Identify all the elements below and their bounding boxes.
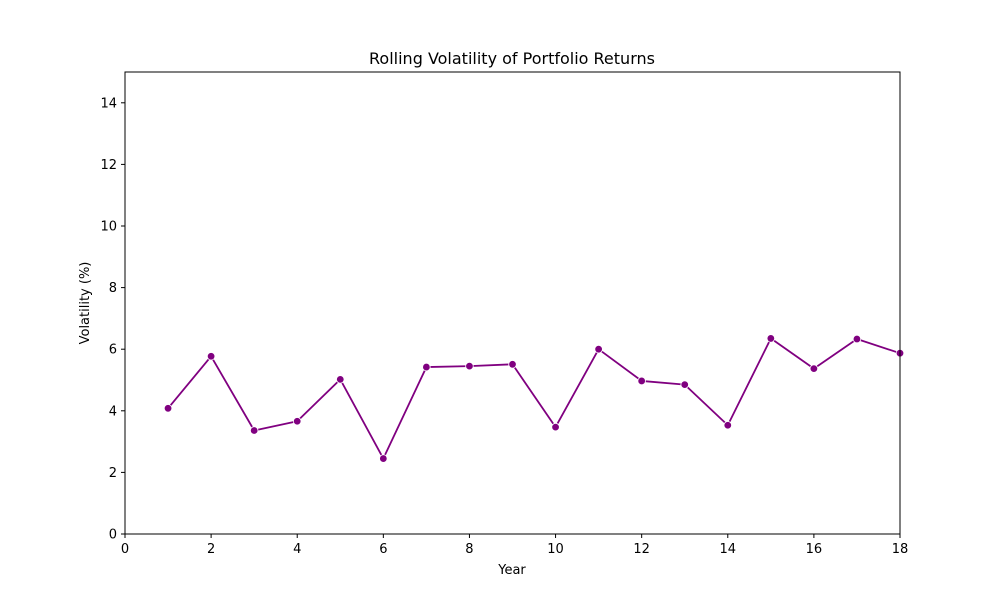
data-point bbox=[766, 334, 776, 343]
x-tick-label: 8 bbox=[465, 542, 473, 557]
y-tick-label: 6 bbox=[109, 343, 117, 358]
y-axis: 0 2 4 6 8 10 12 14 bbox=[100, 96, 125, 543]
data-point bbox=[508, 360, 517, 369]
y-tick-label: 14 bbox=[100, 96, 117, 111]
data-point bbox=[422, 362, 431, 372]
x-tick-label: 16 bbox=[806, 542, 823, 557]
y-tick-label: 10 bbox=[100, 220, 117, 235]
y-tick-label: 4 bbox=[109, 404, 117, 419]
data-point bbox=[594, 345, 603, 354]
x-tick-label: 14 bbox=[720, 542, 737, 557]
data-point bbox=[852, 334, 862, 344]
x-tick-label: 0 bbox=[121, 542, 129, 557]
axes-frame bbox=[124, 71, 901, 535]
x-tick-label: 18 bbox=[892, 542, 909, 557]
x-tick-label: 12 bbox=[633, 542, 650, 557]
data-point bbox=[206, 352, 216, 361]
y-tick-label: 12 bbox=[100, 158, 117, 173]
data-point bbox=[551, 422, 560, 432]
plot-area bbox=[163, 334, 905, 463]
x-tick-label: 6 bbox=[379, 542, 387, 557]
y-tick-label: 0 bbox=[109, 528, 117, 543]
data-point bbox=[336, 375, 345, 384]
data-point bbox=[637, 376, 646, 386]
x-axis-label: Year bbox=[497, 563, 526, 578]
y-tick-label: 2 bbox=[109, 466, 117, 481]
x-tick-label: 4 bbox=[293, 542, 301, 557]
x-tick-label: 2 bbox=[207, 542, 215, 557]
data-point bbox=[809, 364, 819, 373]
chart-title: Rolling Volatility of Portfolio Returns bbox=[369, 49, 655, 68]
data-point bbox=[293, 417, 302, 426]
series-line bbox=[167, 337, 901, 460]
data-point bbox=[249, 426, 259, 435]
data-point bbox=[379, 454, 388, 463]
x-axis: 0 2 4 6 8 10 12 14 16 18 bbox=[121, 534, 908, 557]
data-point bbox=[680, 380, 689, 389]
x-tick-label: 10 bbox=[547, 542, 564, 557]
data-point bbox=[465, 361, 474, 371]
data-point bbox=[723, 421, 732, 430]
data-point bbox=[163, 404, 173, 413]
y-tick-label: 8 bbox=[109, 281, 117, 296]
y-axis-label: Volatility (%) bbox=[78, 262, 93, 345]
